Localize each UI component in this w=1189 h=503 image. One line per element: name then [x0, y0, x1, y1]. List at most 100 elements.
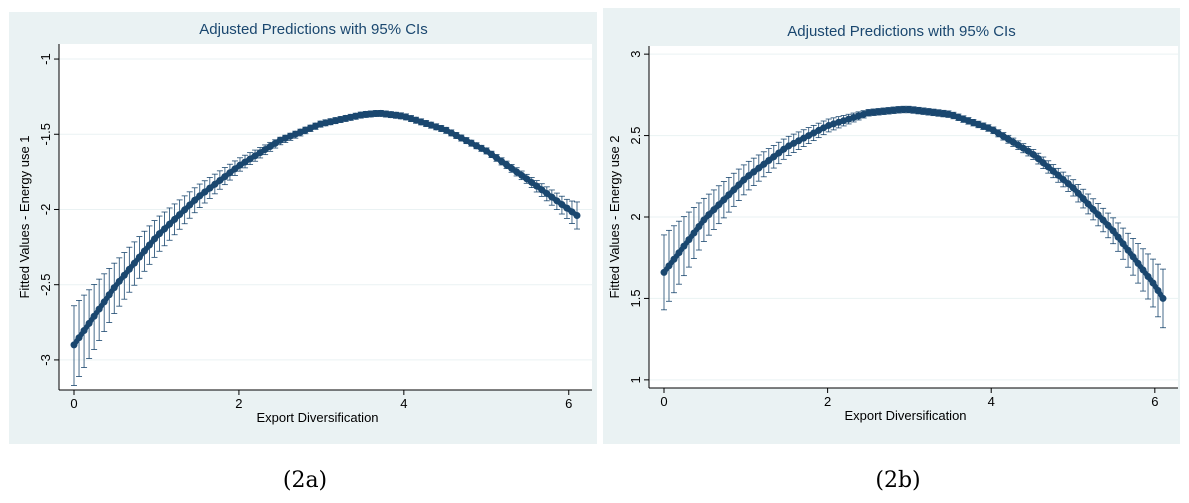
data-point	[1079, 195, 1087, 203]
data-point	[161, 225, 169, 233]
data-point	[508, 164, 516, 172]
chart-panel-2a: -3 -2.5 -2 -1.5 -1 0 2 4 6 Adjusted Predictions w…	[9, 12, 597, 444]
data-point	[266, 142, 274, 150]
data-point	[690, 229, 698, 237]
data-point	[523, 175, 531, 183]
data-point	[720, 196, 728, 204]
data-point	[700, 216, 708, 224]
data-point	[563, 204, 571, 212]
y-tick-label: -3	[38, 354, 53, 366]
data-point	[256, 149, 264, 157]
figure-caption-2b: (2b)	[875, 468, 921, 493]
data-point	[1099, 216, 1107, 224]
data-point	[150, 235, 158, 243]
data-point	[1114, 233, 1122, 241]
data-point	[710, 206, 718, 214]
data-point	[115, 277, 123, 285]
data-point	[900, 106, 908, 114]
y-axis-label: Fitted Values - Energy use 1	[17, 135, 32, 298]
data-point	[553, 197, 561, 205]
data-point	[1154, 286, 1162, 294]
data-point	[1024, 147, 1032, 155]
data-point	[715, 201, 723, 209]
data-point	[120, 271, 128, 279]
data-point	[665, 262, 673, 270]
x-tick-label: 2	[824, 394, 831, 409]
data-point	[518, 171, 526, 179]
data-point	[125, 265, 133, 273]
y-tick-label: 1.5	[628, 289, 643, 307]
data-point	[145, 241, 153, 249]
plot-area	[59, 44, 592, 390]
data-point	[482, 147, 490, 155]
data-point	[171, 215, 179, 223]
y-tick-label: 3	[628, 51, 643, 58]
data-point	[1054, 171, 1062, 179]
data-point	[558, 200, 566, 208]
data-point	[90, 312, 98, 320]
data-point	[503, 161, 511, 169]
data-point	[895, 106, 903, 114]
data-point	[735, 181, 743, 189]
data-point	[236, 161, 244, 169]
data-point	[533, 182, 541, 190]
x-tick-label: 0	[70, 396, 77, 411]
x-axis-label: Export Diversification	[256, 410, 378, 425]
data-point	[166, 220, 174, 228]
data-point	[1144, 272, 1152, 280]
data-point	[1139, 266, 1147, 274]
data-point	[780, 145, 788, 153]
data-point	[186, 201, 194, 209]
data-point	[372, 110, 380, 118]
data-point	[538, 186, 546, 194]
data-point	[362, 110, 370, 118]
x-tick-label: 6	[565, 396, 572, 411]
data-point	[695, 222, 703, 230]
data-point	[261, 146, 269, 154]
data-point	[1059, 175, 1067, 183]
data-point	[568, 208, 576, 216]
data-point	[740, 176, 748, 184]
data-point	[85, 319, 93, 327]
data-point	[206, 184, 214, 192]
data-point	[543, 189, 551, 197]
point-markers	[70, 109, 581, 349]
y-tick-label: 2	[628, 213, 643, 220]
data-point	[1029, 150, 1037, 158]
data-point	[1124, 246, 1132, 254]
data-point	[241, 158, 249, 166]
data-point	[680, 242, 688, 250]
data-point	[1104, 221, 1112, 229]
chart-2b-svg: 1 1.5 2 2.5 3 0 2 4 6 Adjusted Predictions with 9…	[607, 23, 1178, 423]
data-point	[1064, 180, 1072, 188]
data-point	[745, 172, 753, 180]
figure-caption-2a: (2a)	[282, 468, 328, 493]
data-point	[100, 298, 108, 306]
data-point	[770, 153, 778, 161]
data-point	[271, 139, 279, 147]
data-point	[705, 211, 713, 219]
data-point	[140, 247, 148, 255]
data-point	[573, 211, 581, 219]
data-point	[1109, 227, 1117, 235]
data-point	[110, 284, 118, 292]
data-point	[670, 255, 678, 263]
data-point	[1129, 253, 1137, 261]
x-tick-label: 6	[1151, 394, 1158, 409]
data-point	[760, 160, 768, 168]
data-point	[156, 230, 164, 238]
data-point	[80, 327, 88, 335]
chart-panel-2b: 1 1.5 2 2.5 3 0 2 4 6 Adjusted Predictions with 9…	[603, 8, 1180, 444]
data-point	[246, 155, 254, 163]
data-point	[1159, 294, 1167, 302]
data-point	[70, 341, 78, 349]
data-point	[1084, 200, 1092, 208]
data-point	[211, 180, 219, 188]
data-point	[226, 169, 234, 177]
data-point	[1119, 240, 1127, 248]
chart-title: Adjusted Predictions with 95% CIs	[787, 23, 1015, 40]
y-tick-label: -2.5	[38, 273, 53, 295]
x-axis-label: Export Diversification	[844, 408, 966, 423]
point-markers	[660, 106, 1167, 302]
data-point	[1069, 184, 1077, 192]
